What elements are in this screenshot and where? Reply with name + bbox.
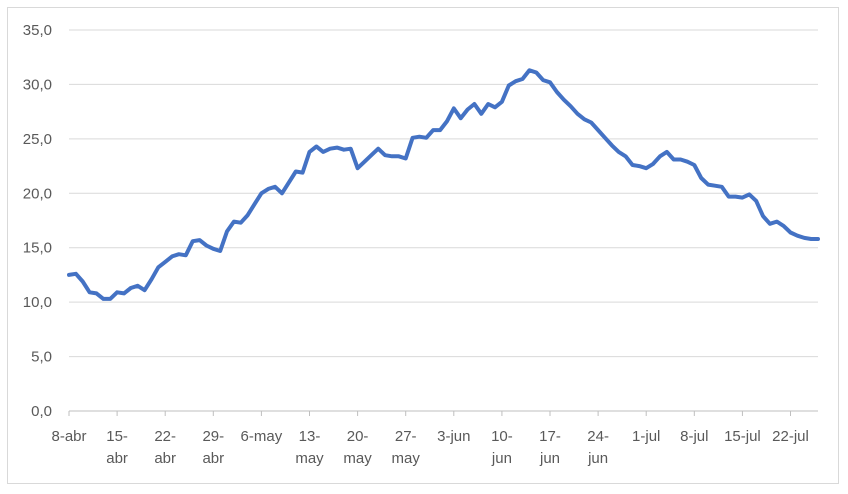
x-tick-label: 20- [347,428,369,445]
x-tick-label: 27- [395,428,417,445]
x-tick-label: 1-jul [632,428,660,445]
x-tick-label: 8-abr [51,428,86,445]
x-tick-label: may [392,450,421,467]
x-tick-label: 3-jun [437,428,470,445]
x-tick-label: abr [202,450,224,467]
x-tick-label: 15-jul [724,428,761,445]
x-tick-label: jun [539,450,560,467]
y-tick-label: 35,0 [23,22,52,39]
x-tick-label: 17- [539,428,561,445]
x-tick-label: 15- [106,428,128,445]
y-tick-label: 0,0 [31,403,52,420]
x-tick-label: abr [106,450,128,467]
x-tick-label: 22- [154,428,176,445]
x-tick-label: 29- [202,428,224,445]
x-tick-label: 13- [299,428,321,445]
x-tick-label: may [343,450,372,467]
y-tick-label: 20,0 [23,185,52,202]
chart-frame [7,7,839,484]
x-tick-label: 8-jul [680,428,708,445]
x-tick-label: 22-jul [772,428,809,445]
x-tick-label: jun [491,450,512,467]
x-tick-label: abr [154,450,176,467]
series-line [67,68,820,301]
x-tick-label: 24- [587,428,609,445]
x-tick-label: 10- [491,428,513,445]
x-tick-label: jun [587,450,608,467]
x-tick-label: 6-may [241,428,283,445]
y-tick-label: 30,0 [23,76,52,93]
y-tick-label: 10,0 [23,294,52,311]
x-tick-label: may [295,450,324,467]
y-tick-label: 15,0 [23,240,52,257]
y-tick-label: 25,0 [23,131,52,148]
y-tick-label: 5,0 [31,349,52,366]
